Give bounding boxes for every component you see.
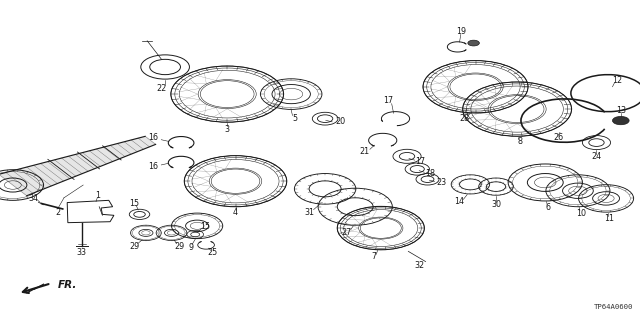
Text: 18: 18 xyxy=(425,169,435,178)
Polygon shape xyxy=(0,136,156,196)
Circle shape xyxy=(612,116,629,125)
Text: 2: 2 xyxy=(55,208,60,217)
Text: 9: 9 xyxy=(188,243,193,252)
Text: 11: 11 xyxy=(604,214,614,223)
Text: 6: 6 xyxy=(546,203,551,212)
Text: 29: 29 xyxy=(174,242,184,251)
Text: 20: 20 xyxy=(335,117,346,126)
Text: 29: 29 xyxy=(129,242,140,251)
Text: 19: 19 xyxy=(456,27,466,36)
Text: 27: 27 xyxy=(342,228,352,237)
Text: 31: 31 xyxy=(304,208,314,217)
Text: FR.: FR. xyxy=(58,280,77,290)
Text: 1: 1 xyxy=(95,191,100,200)
Circle shape xyxy=(468,40,479,46)
Text: 33: 33 xyxy=(77,248,87,256)
Text: 15: 15 xyxy=(200,222,210,231)
Text: 28: 28 xyxy=(459,114,469,123)
Text: 26: 26 xyxy=(553,133,563,142)
Text: 22: 22 xyxy=(156,84,166,93)
Text: 34: 34 xyxy=(28,194,38,203)
Text: TP64A0600: TP64A0600 xyxy=(594,304,634,310)
Text: 14: 14 xyxy=(454,197,465,206)
Text: 13: 13 xyxy=(616,106,626,115)
Text: 8: 8 xyxy=(517,137,522,146)
Text: 16: 16 xyxy=(148,162,159,171)
Text: 17: 17 xyxy=(383,96,394,105)
Text: 15: 15 xyxy=(129,199,140,208)
Text: 5: 5 xyxy=(292,114,298,122)
Text: 25: 25 xyxy=(207,249,218,257)
Text: 7: 7 xyxy=(372,252,377,261)
Text: 3: 3 xyxy=(225,125,230,134)
Text: 16: 16 xyxy=(148,133,159,142)
Text: 30: 30 xyxy=(491,200,501,209)
Text: 17: 17 xyxy=(415,157,426,166)
Text: 21: 21 xyxy=(360,147,370,156)
Text: 32: 32 xyxy=(414,261,424,270)
Text: 12: 12 xyxy=(612,76,623,85)
Text: 4: 4 xyxy=(233,208,238,217)
Text: 24: 24 xyxy=(591,152,602,161)
Text: 23: 23 xyxy=(436,178,447,187)
Text: 10: 10 xyxy=(576,209,586,218)
